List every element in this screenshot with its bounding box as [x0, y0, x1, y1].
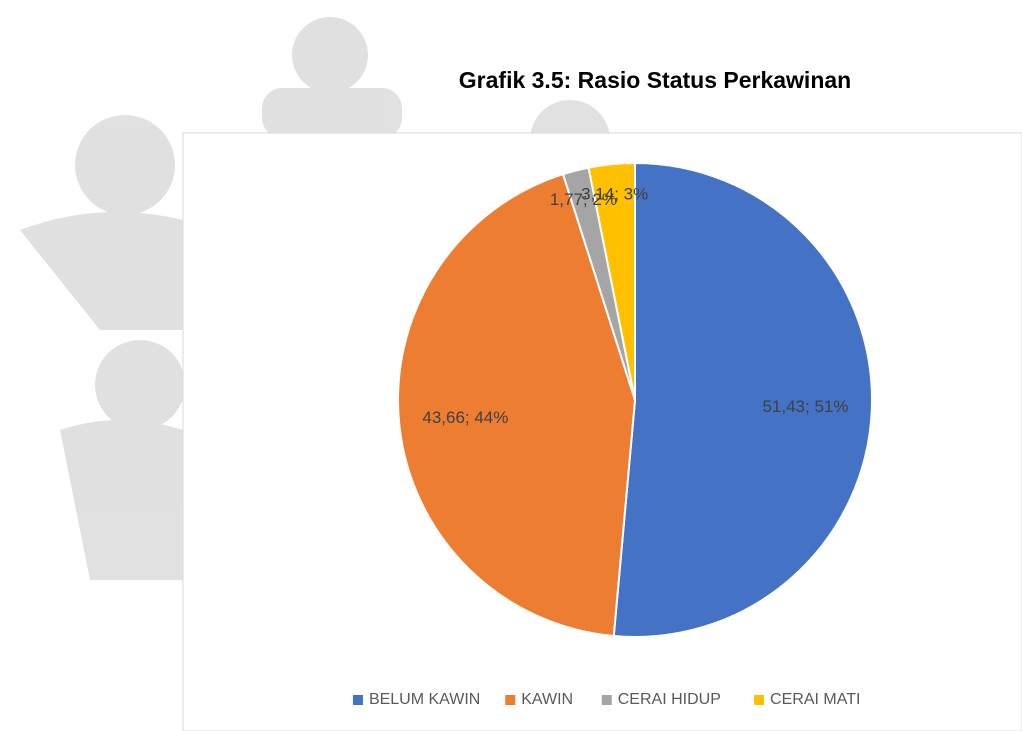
decor-body	[262, 88, 402, 138]
chart: Grafik 3.5: Rasio Status Perkawinan 51,4…	[0, 0, 1022, 731]
decor-body	[20, 212, 183, 330]
legend-label: CERAI MATI	[770, 691, 860, 708]
page: Grafik 3.5: Rasio Status Perkawinan 51,4…	[0, 0, 1022, 731]
data-label: 3,14; 3%	[581, 184, 648, 203]
legend-swatch	[754, 695, 764, 705]
data-label: 51,43; 51%	[762, 397, 848, 416]
decor-head	[292, 17, 368, 93]
legend-label: CERAI HIDUP	[618, 691, 721, 708]
data-label: 43,66; 44%	[422, 408, 508, 427]
legend-swatch	[602, 695, 612, 705]
decor-body	[60, 420, 183, 580]
decor-head	[95, 340, 185, 430]
legend-swatch	[353, 695, 363, 705]
chart-title: Grafik 3.5: Rasio Status Perkawinan	[459, 67, 851, 93]
legend-swatch	[505, 695, 515, 705]
legend-label: KAWIN	[521, 691, 573, 708]
legend-label: BELUM KAWIN	[369, 691, 480, 708]
decor-head	[75, 115, 175, 215]
